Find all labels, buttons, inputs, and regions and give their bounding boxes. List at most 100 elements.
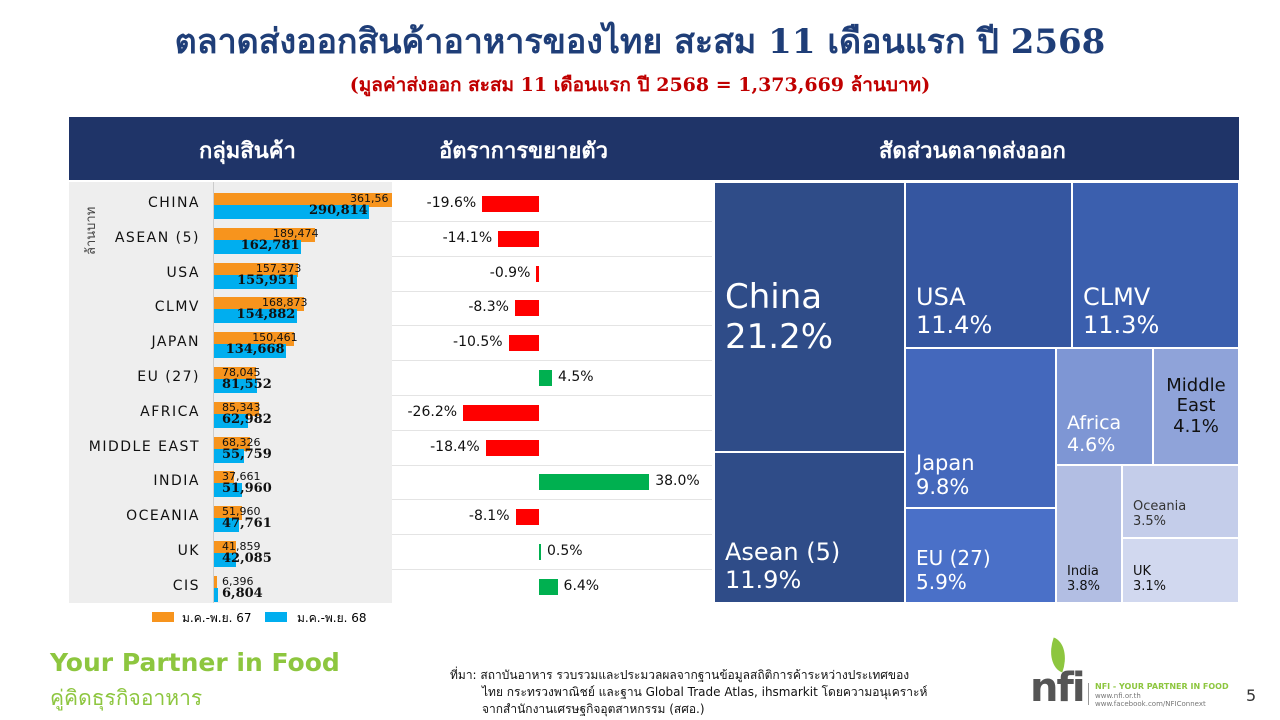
bar-67 (214, 193, 392, 207)
brand-text: NFI - YOUR PARTNER IN FOOD (1095, 682, 1229, 691)
bar-68 (214, 274, 298, 289)
value-label-67: 157,373 (255, 261, 302, 275)
category-label: CLMV (154, 299, 200, 316)
bar-68 (214, 553, 237, 567)
source-line: จากสำนักงานเศรษฐกิจอุตสาหกรรม (สศอ.) (482, 702, 705, 716)
category-label: EU (27) (137, 369, 200, 385)
value-label-67: 150,461 (252, 331, 298, 345)
growth-bar (539, 578, 558, 595)
treemap-name: Oceania (1133, 499, 1187, 514)
bar-68 (214, 379, 258, 393)
growth-bar (485, 439, 539, 456)
source-line: ที่มา: สถาบันอาหาร รวบรวมและประมวลผลจากฐ… (450, 668, 910, 682)
growth-bar (482, 196, 539, 212)
page-subtitle: (มูลค่าส่งออก สะสม 11 เดือนแรก ปี 2568 =… (349, 74, 931, 96)
treemap-value: 3.8% (1067, 579, 1101, 594)
bar-67 (214, 436, 251, 451)
value-label-68: 134,668 (225, 342, 285, 358)
value-label-67: 189,474 (272, 226, 319, 240)
treemap-name: UK (1133, 564, 1152, 579)
growth-bar (514, 300, 539, 317)
category-label: MIDDLE EAST (88, 438, 200, 455)
legend-label-67: ม.ค.-พ.ย. 67 (182, 611, 252, 625)
value-label-67: 37,661 (222, 470, 261, 484)
bar-67 (214, 401, 260, 416)
growth-bar (536, 265, 539, 282)
treemap-name: China (725, 277, 823, 317)
row-divider (392, 395, 712, 396)
table-header: กลุ่มสินค้า อัตราการขยายตัว สัดส่วนตลาดส… (69, 117, 1239, 180)
growth-label: 4.5% (558, 369, 594, 385)
slogan-en: Your Partner in Food (50, 648, 340, 677)
legend-swatch-67 (152, 612, 174, 622)
growth-label: -8.3% (468, 299, 509, 316)
page-title: ตลาดส่งออกสินค้าอาหารของไทย สะสม 11 เดือ… (174, 22, 1106, 62)
treemap-cell: Africa 4.6% (1056, 348, 1153, 465)
treemap-cell: CLMV 11.3% (1072, 182, 1239, 348)
value-label-67: 68,326 (222, 435, 261, 449)
value-label-67: 78,045 (222, 366, 261, 379)
bar-68 (214, 587, 218, 602)
value-label-68: 42,085 (222, 551, 272, 566)
value-label-68: 51,960 (222, 481, 272, 497)
bar-68 (214, 413, 248, 428)
row-divider (392, 360, 712, 362)
treemap-name: CLMV (1083, 283, 1151, 311)
bar-67 (214, 262, 298, 277)
treemap-cell: USA 11.4% (905, 182, 1072, 348)
bar-67 (214, 471, 235, 486)
value-label-67: 168,873 (262, 296, 308, 310)
growth-bar (463, 404, 539, 421)
treemap-value: 4.6% (1067, 434, 1116, 456)
treemap-value: 3.5% (1133, 514, 1167, 529)
treemap-cell: Japan 9.8% (905, 348, 1056, 508)
growth-bar (539, 474, 650, 491)
value-label-67: 51,960 (222, 505, 261, 519)
treemap-cell: UK 3.1% (1122, 538, 1239, 603)
row-divider (392, 534, 712, 536)
value-label-67: 6,396 (222, 574, 254, 588)
growth-label: -8.1% (468, 508, 510, 525)
treemap-value: 3.1% (1133, 579, 1167, 594)
treemap-name: EU (27) (916, 546, 991, 570)
treemap-value: 11.3% (1083, 311, 1160, 339)
value-label-67: 361,56 (350, 192, 389, 205)
category-label: INDIA (153, 473, 200, 490)
nfi-logo: nfi (1030, 665, 1086, 711)
legend-swatch-68 (265, 612, 287, 622)
treemap-cell: Middle East 4.1% (1153, 348, 1239, 465)
growth-label: -19.6% (426, 195, 477, 211)
bar-68 (214, 239, 301, 254)
facebook-link[interactable]: www.facebook.com/NFIConnext (1095, 700, 1206, 708)
growth-label: -18.4% (430, 438, 480, 455)
growth-label: 6.4% (563, 577, 600, 594)
category-label: OCEANIA (126, 508, 200, 525)
bar-67 (214, 297, 304, 312)
treemap-cell: EU (27) 5.9% (905, 508, 1056, 603)
category-label: CHINA (148, 195, 200, 211)
treemap-name: India (1067, 564, 1099, 579)
row-divider (392, 429, 712, 431)
treemap-name: Asean (5) (725, 538, 841, 566)
website-link[interactable]: www.nfi.or.th (1095, 692, 1141, 700)
growth-bar (515, 509, 539, 526)
treemap-cell: Asean (5) 11.9% (714, 452, 905, 603)
treemap-value: 4.1% (1173, 415, 1219, 437)
value-label-67: 85,343 (222, 400, 261, 414)
treemap-name: USA (916, 283, 966, 311)
value-label-68: 62,982 (222, 411, 272, 427)
category-label: AFRICA (140, 403, 200, 420)
bar-67 (214, 332, 295, 347)
treemap-value: 11.4% (916, 311, 993, 339)
treemap-cell: India 3.8% (1056, 465, 1122, 603)
category-label: USA (166, 264, 200, 281)
bar-67 (214, 367, 256, 381)
row-divider (392, 221, 712, 222)
growth-label: 38.0% (655, 473, 700, 490)
header-product-group: กลุ่มสินค้า (199, 139, 296, 164)
category-label: JAPAN (151, 334, 200, 351)
bar-67 (214, 506, 242, 521)
category-label: ASEAN (5) (114, 229, 200, 246)
row-divider (392, 325, 712, 327)
bar-68 (214, 483, 242, 498)
